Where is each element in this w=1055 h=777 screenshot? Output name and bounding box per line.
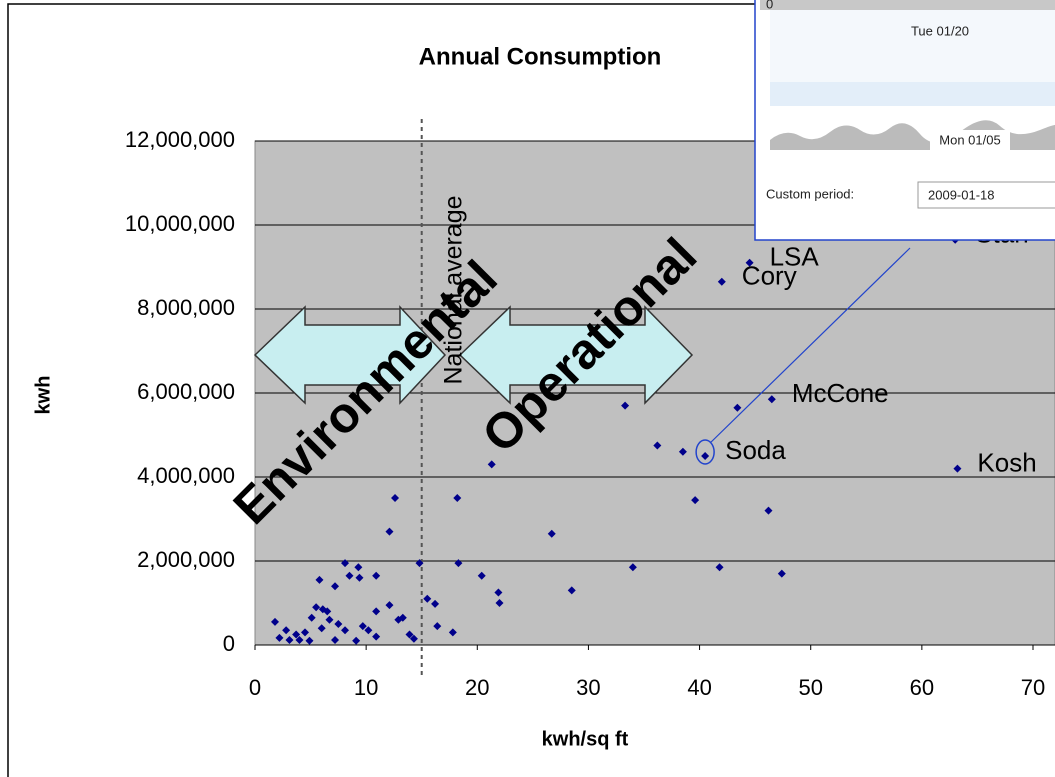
y-tick-label: 4,000,000: [137, 463, 235, 488]
input-value: 2009-01-18: [928, 187, 995, 202]
chart-title: Annual Consumption: [419, 43, 662, 70]
overlay-panel: 0 Tue 01/20 Mon 01/05 Custom period: 200…: [755, 0, 1055, 240]
point-label: Soda: [725, 435, 786, 465]
x-tick-label: 70: [1021, 675, 1045, 700]
y-tick-label: 6,000,000: [137, 379, 235, 404]
point-label: McCone: [792, 378, 889, 408]
x-tick-label: 20: [465, 675, 489, 700]
x-tick-label: 60: [910, 675, 934, 700]
panel-tick: 0: [766, 0, 773, 11]
y-axis-title: kwh: [32, 376, 54, 415]
x-tick-label: 50: [798, 675, 822, 700]
y-tick-label: 8,000,000: [137, 295, 235, 320]
chart: Annual Consumption kwh/sq ft kwh 0 2,000,…: [0, 0, 1055, 777]
x-tick-label: 30: [576, 675, 600, 700]
x-tick-label: 0: [249, 675, 261, 700]
x-tick-label: 40: [687, 675, 711, 700]
y-tick-label: 0: [223, 631, 235, 656]
panel-date: Tue 01/20: [911, 23, 969, 38]
y-tick-label: 12,000,000: [125, 127, 235, 152]
point-label: Kosh: [977, 447, 1036, 477]
panel-strip: [760, 0, 1055, 10]
x-axis-title: kwh/sq ft: [542, 728, 629, 750]
panel-date: Mon 01/05: [939, 132, 1000, 147]
point-label: Cory: [742, 261, 797, 291]
panel-band: [770, 82, 1055, 106]
panel-area: [770, 10, 1055, 82]
y-tick-label: 2,000,000: [137, 547, 235, 572]
x-tick-label: 10: [354, 675, 378, 700]
y-tick-label: 10,000,000: [125, 211, 235, 236]
input-label: Custom period:: [766, 186, 854, 201]
